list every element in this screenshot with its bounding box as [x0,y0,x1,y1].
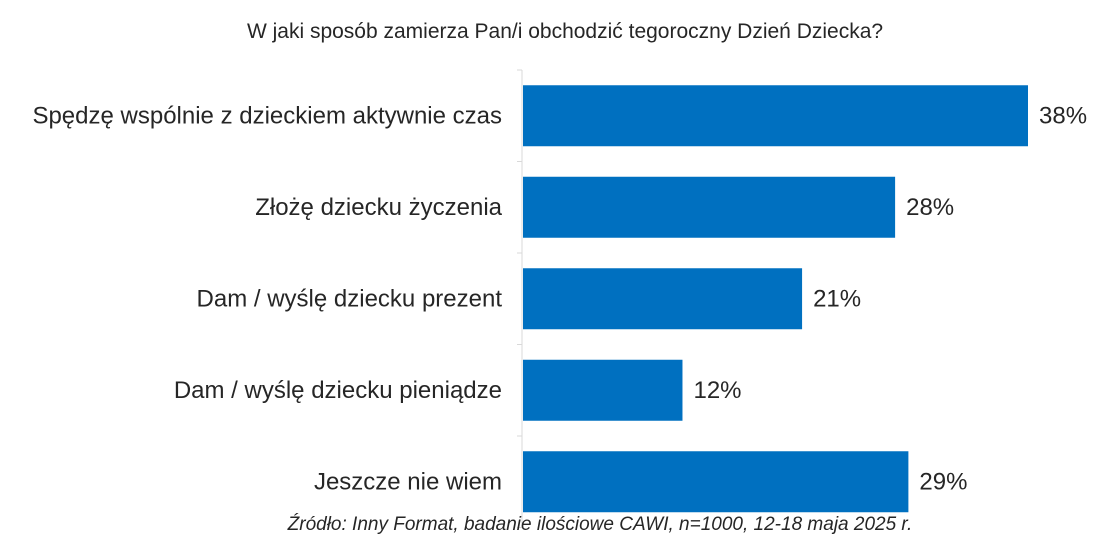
bar [523,268,803,330]
bar [523,176,896,238]
bars [523,85,1028,513]
category-label: Dam / wyślę dziecku prezent [197,285,503,312]
bar [523,85,1028,147]
category-label: Spędzę wspólnie z dzieckiem aktywnie cza… [32,102,502,129]
data-label: 12% [693,377,741,404]
bar [523,451,909,513]
bar [523,359,683,421]
data-label: 38% [1039,102,1087,129]
category-label: Złożę dziecku życzenia [255,194,502,221]
data-label: 21% [813,285,861,312]
chart-source: Źródło: Inny Format, badanie ilościowe C… [287,514,913,535]
category-axis [517,69,523,528]
category-label: Dam / wyślę dziecku pieniądze [174,377,502,404]
chart-title: W jaki sposób zamierza Pan/i obchodzić t… [246,20,884,43]
category-label: Jeszcze nie wiem [314,468,502,495]
labels: Spędzę wspólnie z dzieckiem aktywnie cza… [32,102,1087,495]
data-label: 29% [919,468,967,495]
data-label: 28% [906,194,954,221]
